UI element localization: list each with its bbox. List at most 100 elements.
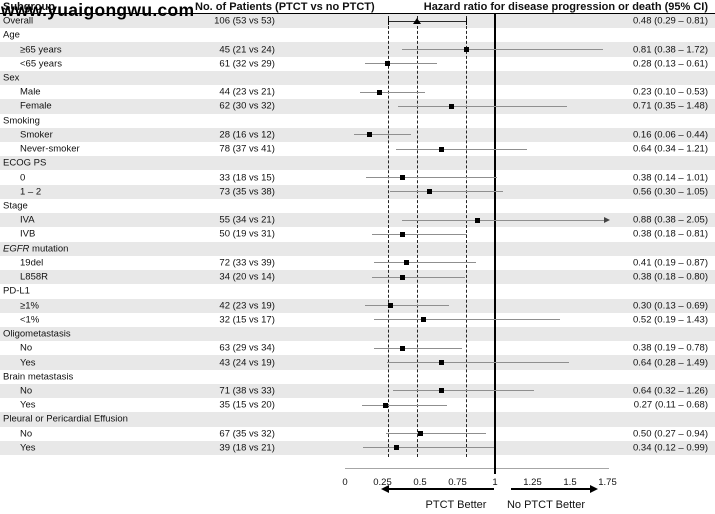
subgroup-label: <1% <box>20 314 40 326</box>
confidence-interval-line <box>402 49 603 51</box>
patient-count-number: 28 <box>219 129 230 141</box>
hazard-ratio-value: 0.81 (0.38 – 1.72) <box>633 44 708 56</box>
header-underline <box>0 13 715 15</box>
subgroup-label: 19del <box>20 257 44 269</box>
right-arrowhead-icon <box>590 485 598 493</box>
patient-count: 55 (34 vs 21) <box>199 214 275 226</box>
hazard-ratio-value: 0.48 (0.29 – 0.81) <box>633 15 708 27</box>
patient-count: 33 (18 vs 15) <box>199 172 274 184</box>
x-axis-line <box>345 468 609 469</box>
patient-count-detail: (35 vs 32) <box>230 428 275 440</box>
confidence-interval-line <box>390 191 503 193</box>
table-row: 1 – 2 73 (35 vs 38) 0.56 (0.30 – 1.05) <box>0 184 715 199</box>
patient-count-number: 45 <box>219 44 230 56</box>
subgroup-label: Brain metastasis <box>3 371 74 383</box>
subgroup-label: <65 years <box>20 58 62 70</box>
patient-count-number: 35 <box>219 399 230 411</box>
patient-count-number: 73 <box>219 186 230 198</box>
confidence-interval-line <box>364 63 437 65</box>
square-marker <box>399 232 405 237</box>
square-marker <box>438 388 444 394</box>
table-row: Yes 35 (15 vs 20) 0.27 (0.11 – 0.68) <box>0 398 715 412</box>
square-marker <box>399 345 405 351</box>
subgroup-label: 1 – 2 <box>20 186 42 198</box>
subgroup-label: No <box>20 428 33 440</box>
patient-count: 61 (32 vs 29) <box>199 58 274 70</box>
hazard-ratio-value: 0.28 (0.13 – 0.61) <box>633 58 708 70</box>
subgroup-label: Never-smoker <box>20 143 80 155</box>
patient-count: 78 (37 vs 41) <box>199 143 275 155</box>
patient-count-number: 42 <box>219 300 230 312</box>
ptct-better-arrow <box>389 488 494 490</box>
x-axis-tick-label: 0 <box>342 477 348 488</box>
table-row: Oligometastasis <box>0 326 715 342</box>
table-row: IVA 55 (34 vs 21) 0.88 (0.38 – 2.05) <box>0 213 715 228</box>
patient-count: 45 (21 vs 24) <box>199 44 274 56</box>
subgroup-label: 0 <box>20 172 26 184</box>
table-row: Female 62 (30 vs 32) 0.71 (0.35 – 1.48) <box>0 99 715 114</box>
table-row: Yes 43 (24 vs 19) 0.64 (0.28 – 1.49) <box>0 355 715 370</box>
table-row: No 71 (38 vs 33) 0.64 (0.32 – 1.26) <box>0 383 715 399</box>
hazard-ratio-value: 0.71 (0.35 – 1.48) <box>633 100 708 112</box>
confidence-interval-line <box>373 262 476 264</box>
subgroup-label: ECOG PS <box>3 157 47 169</box>
confidence-interval-line <box>385 433 486 435</box>
table-row: Male 44 (23 vs 21) 0.23 (0.10 – 0.53) <box>0 85 715 99</box>
patient-count: 71 (38 vs 33) <box>199 385 274 396</box>
hazard-ratio-value: 0.27 (0.11 – 0.68) <box>633 399 708 411</box>
hazard-ratio-value: 0.34 (0.12 – 0.99) <box>633 442 708 454</box>
table-row: 19del 72 (33 vs 39) 0.41 (0.19 – 0.87) <box>0 256 715 270</box>
patient-count-detail: (37 vs 41) <box>230 143 275 155</box>
hazard-ratio-value: 0.41 (0.19 – 0.87) <box>633 257 708 269</box>
confidence-interval-line <box>372 234 467 235</box>
hazard-ratio-value: 0.88 (0.38 – 2.05) <box>633 214 708 226</box>
table-row: Overall 106 (53 vs 53) 0.48 (0.29 – 0.81) <box>0 14 715 29</box>
subgroup-label: Smoking <box>3 115 40 127</box>
confidence-interval-line <box>363 447 494 449</box>
subgroup-label: Oligometastasis <box>3 328 71 340</box>
patient-count-number: 33 <box>219 172 230 184</box>
table-row: Smoking <box>0 114 715 128</box>
subgroup-label: Yes <box>20 442 36 454</box>
table-row: Stage <box>0 199 715 213</box>
patient-count: 39 (18 vs 21) <box>199 442 274 454</box>
table-row: Pleural or Pericardial Effusion <box>0 412 715 427</box>
square-marker <box>417 431 423 437</box>
patient-count-detail: (33 vs 39) <box>230 257 275 269</box>
subgroup-label: No <box>20 342 33 354</box>
confidence-interval-line <box>388 20 467 22</box>
square-marker <box>399 175 405 181</box>
x-axis-tick-label: 0.5 <box>413 477 427 488</box>
patient-count-number: 61 <box>219 58 230 70</box>
hazard-ratio-value: 0.56 (0.30 – 1.05) <box>633 186 708 198</box>
square-marker <box>387 303 393 309</box>
table-row: Yes 39 (18 vs 21) 0.34 (0.12 – 0.99) <box>0 440 715 455</box>
table-row: <65 years 61 (32 vs 29) 0.28 (0.13 – 0.61) <box>0 57 715 71</box>
table-row: PD-L1 <box>0 284 715 298</box>
ci-end-cap <box>465 17 468 25</box>
patient-count-detail: (34 vs 21) <box>230 214 275 226</box>
left-arrowhead-icon <box>381 485 389 493</box>
patient-count-number: 67 <box>219 428 230 440</box>
x-axis-tick-label: 1.75 <box>598 477 617 488</box>
square-marker <box>366 132 372 138</box>
patient-count: 44 (23 vs 21) <box>199 86 275 98</box>
confidence-interval-line <box>366 177 497 179</box>
triangle-marker <box>413 17 421 24</box>
table-row: IVB 50 (19 vs 31) 0.38 (0.18 – 0.81) <box>0 227 715 241</box>
patient-count-number: 39 <box>219 442 230 454</box>
patient-count-detail: (23 vs 21) <box>230 86 275 98</box>
patient-count-detail: (20 vs 14) <box>230 271 275 283</box>
subgroup-label: ≥1% <box>20 300 39 312</box>
confidence-interval-line <box>364 305 449 307</box>
confidence-interval-line <box>372 276 465 278</box>
patient-count-number: 78 <box>219 143 230 155</box>
square-marker <box>384 61 390 67</box>
patient-count-number: 62 <box>219 100 230 112</box>
table-row: ≥1% 42 (23 vs 19) 0.30 (0.13 – 0.69) <box>0 298 715 313</box>
patient-count-number: 50 <box>219 228 230 240</box>
patient-count: 67 (35 vs 32) <box>199 428 275 440</box>
square-marker <box>404 260 409 266</box>
patient-count-number: 32 <box>219 314 230 326</box>
hazard-ratio-value: 0.64 (0.34 – 1.21) <box>633 143 708 155</box>
